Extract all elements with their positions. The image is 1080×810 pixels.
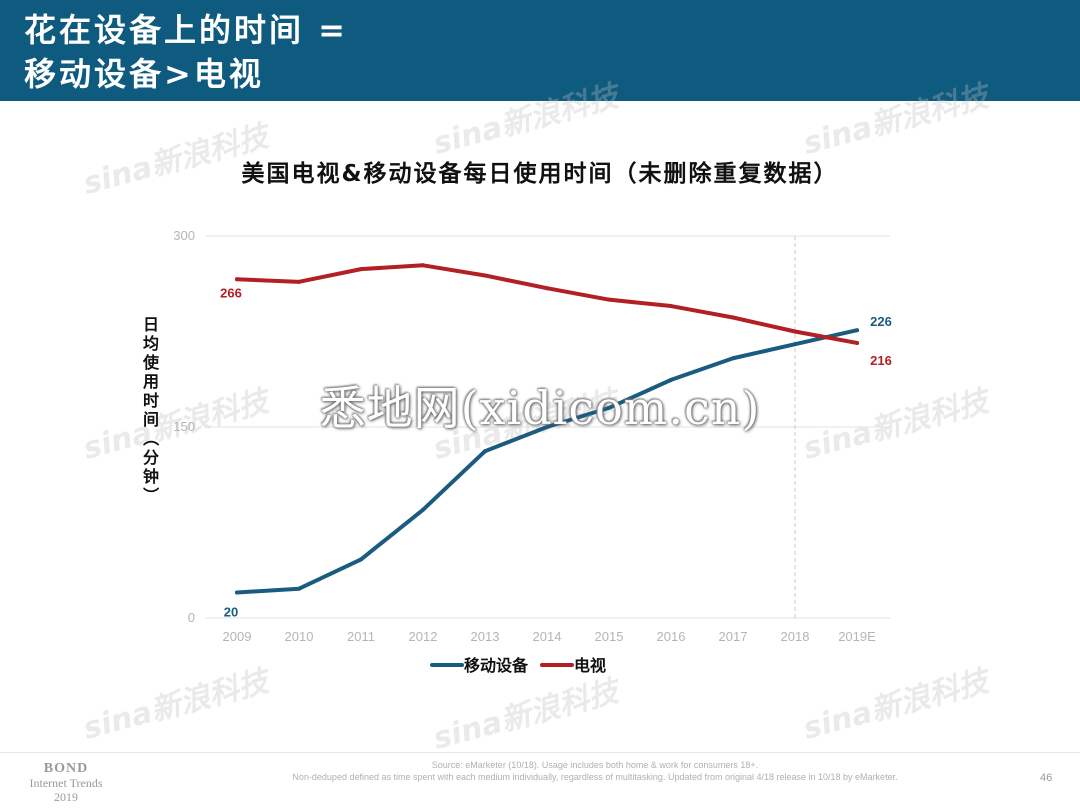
x-tick-label: 2013 (471, 629, 500, 644)
source-note: Source: eMarketer (10/18). Usage include… (180, 759, 1010, 783)
y-axis-label-char: 间 (143, 410, 159, 429)
tv-data-point (855, 340, 859, 345)
slide-title-line2: 移动设备>电视 (24, 55, 264, 93)
legend-tv-label: 电视 (574, 656, 606, 675)
y-axis-label-char: 用 (143, 372, 159, 391)
source-note-line: Non-deduped defined as time spent with e… (292, 772, 898, 782)
line-chart: 美国电视&移动设备每日使用时间（未删除重复数据） 0 150 300 2009 201… (141, 160, 892, 675)
chart-title: 美国电视&移动设备每日使用时间（未删除重复数据） (241, 160, 838, 187)
tv-data-point (421, 263, 425, 268)
mobile-data-point (607, 405, 611, 410)
mobile-series-line (235, 328, 859, 595)
mobile-data-point (545, 425, 549, 429)
tv-series-line (235, 263, 859, 345)
tv-data-point (607, 297, 611, 302)
tv-data-point (793, 329, 797, 334)
mobile-data-point (855, 328, 859, 333)
bond-logo-year: 2019 (54, 790, 78, 804)
x-tick-label: 2016 (657, 629, 686, 644)
y-axis-label-char: （ (141, 430, 160, 446)
tv-data-point (235, 277, 239, 282)
tv-data-point (731, 315, 735, 320)
mobile-data-point (669, 377, 673, 382)
bond-logo: BOND Internet Trends 2019 (22, 761, 110, 805)
source-line: Source: eMarketer (10/18). Usage include… (431, 760, 759, 770)
mobile-last-value-label: 226 (870, 314, 892, 329)
legend-mobile-label: 移动设备 (464, 656, 529, 675)
mobile-data-point (359, 557, 363, 562)
x-tick-label: 2014 (533, 629, 562, 644)
y-axis-label-char: 日 (143, 315, 159, 334)
y-axis-label-char: ） (141, 487, 160, 503)
page-number: 46 (1040, 772, 1053, 784)
site-watermark: 悉地网(xidicom.cn) (319, 381, 761, 435)
x-tick-label: 2012 (409, 629, 438, 644)
slide-title-line1: 花在设备上的时间 = (24, 11, 348, 49)
x-tick-label: 2015 (595, 629, 624, 644)
tv-first-value-label: 266 (220, 285, 242, 300)
slide-header: 花在设备上的时间 = 移动设备>电视 (0, 0, 1080, 101)
y-axis-label-char: 时 (143, 391, 159, 410)
tv-data-point (297, 279, 301, 284)
x-tick-label: 2010 (285, 629, 314, 644)
mobile-data-point (297, 586, 301, 591)
y-tick-label: 150 (173, 419, 195, 434)
mobile-data-point (421, 507, 425, 512)
bond-logo-subtitle: Internet Trends (29, 776, 103, 790)
tv-data-point (359, 267, 363, 272)
bond-logo-name: BOND (43, 761, 89, 776)
y-axis-label-char: 均 (143, 334, 159, 353)
x-tick-label: 2019E (838, 629, 876, 644)
mobile-data-point (731, 356, 735, 361)
y-tick-label: 300 (173, 228, 195, 243)
y-axis-label-char: 钟 (143, 467, 159, 486)
x-tick-label: 2009 (223, 629, 252, 644)
mobile-first-value-label: 20 (224, 605, 238, 620)
x-tick-label: 2017 (719, 629, 748, 644)
mobile-data-point (483, 449, 487, 454)
footer-divider (0, 752, 1080, 753)
mobile-data-point (235, 590, 239, 595)
x-tick-label: 2018 (781, 629, 810, 644)
y-axis-label-char: 分 (143, 448, 159, 467)
y-tick-label: 0 (188, 610, 195, 625)
y-axis-label-char: 使 (142, 353, 160, 372)
mobile-data-point (793, 342, 797, 347)
tv-last-value-label: 216 (870, 353, 892, 368)
tv-data-point (483, 273, 487, 278)
tv-data-point (545, 286, 549, 291)
x-tick-label: 2011 (347, 629, 375, 644)
tv-data-point (669, 304, 673, 309)
